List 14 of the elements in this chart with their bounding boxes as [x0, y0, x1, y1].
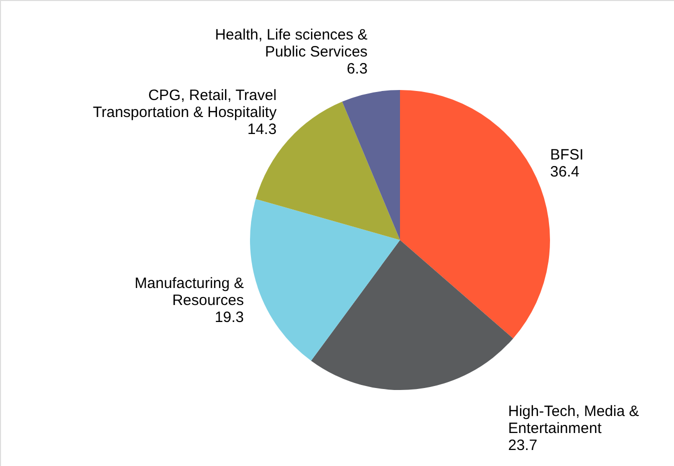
slice-label: BFSI: [550, 146, 584, 164]
pie-slice: [250, 199, 400, 361]
pie-slice: [400, 90, 550, 338]
data-label: 23.7: [508, 436, 538, 454]
data-label: 19.3: [214, 309, 244, 326]
slice-label: CPG, Retail, Travel Transportation & Hospitality: [92, 87, 278, 122]
pie-slice: [342, 90, 400, 240]
data-label: 36.4: [550, 164, 580, 181]
pie-slice: [311, 240, 514, 390]
data-label: 6.3: [346, 60, 368, 78]
slice-label: Manufacturing & Resources: [134, 275, 244, 310]
slice-label: Health, Life sciences & Public Services: [214, 26, 368, 61]
slice-label: High-Tech, Media & Entertainment: [508, 402, 640, 437]
data-label: 14.3: [247, 121, 277, 138]
